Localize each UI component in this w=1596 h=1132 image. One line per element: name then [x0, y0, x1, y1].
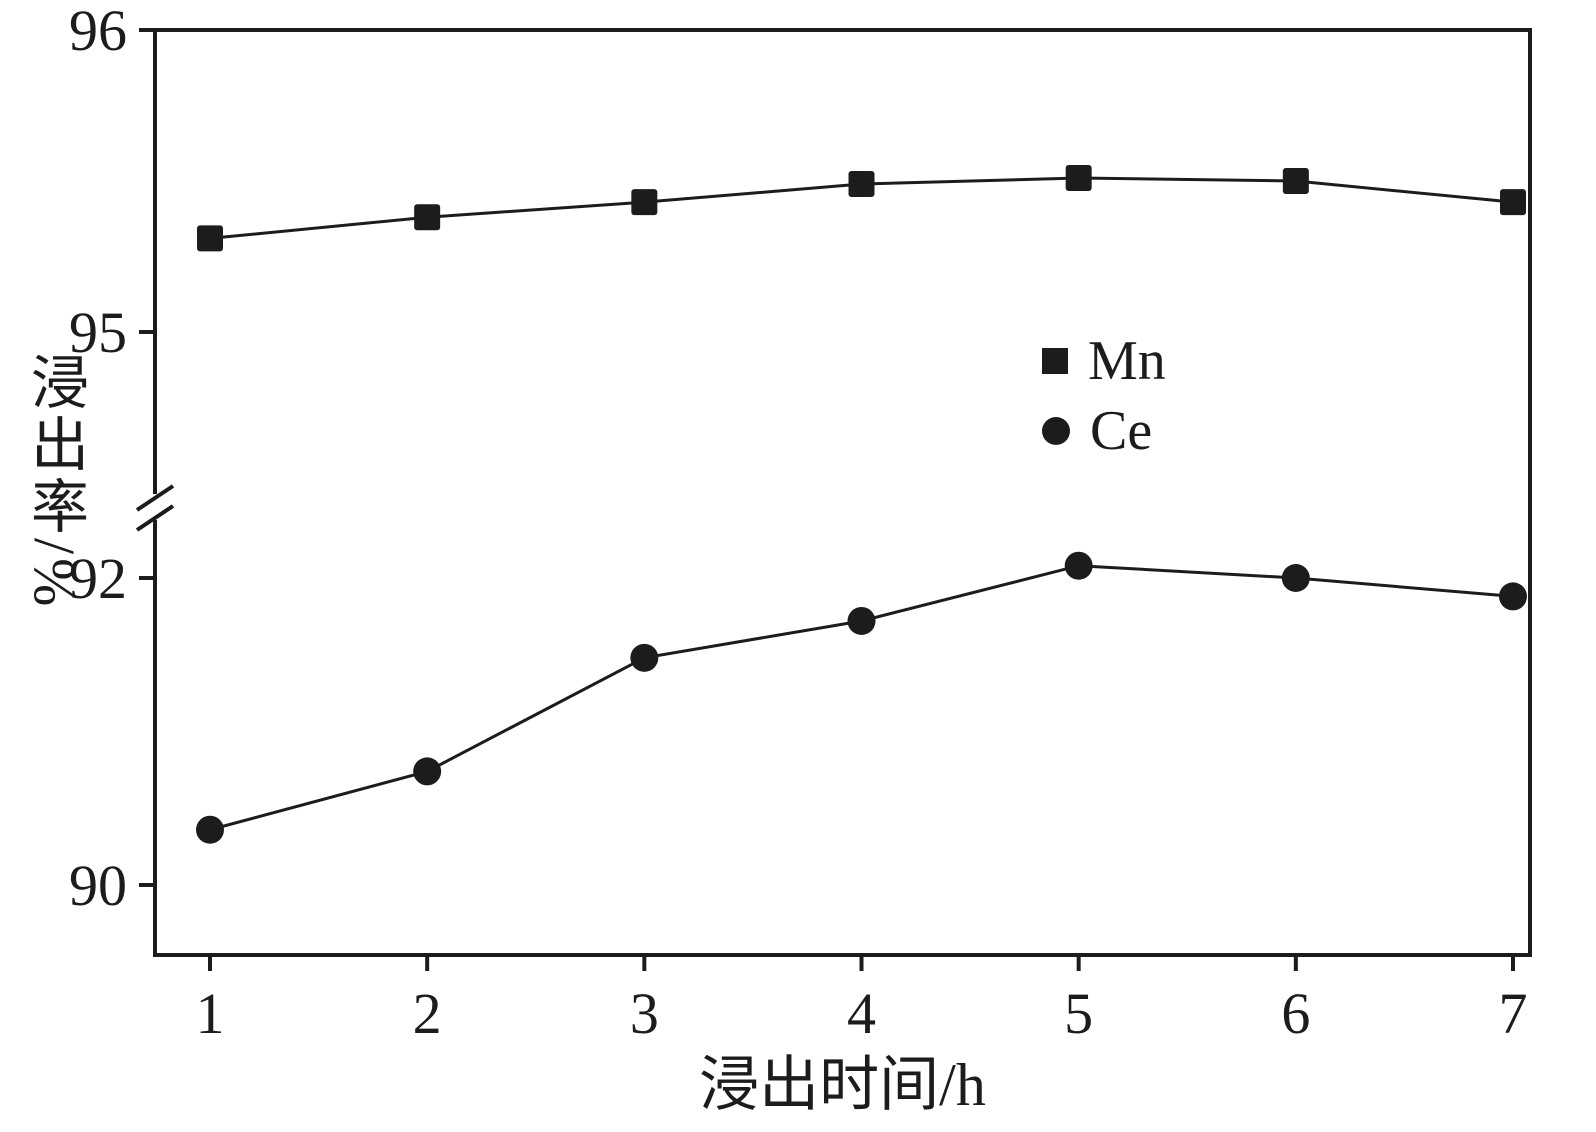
data-point-square	[1500, 189, 1526, 216]
data-point-square	[414, 204, 441, 231]
series-line-ce	[209, 564, 1514, 832]
data-point-circle	[1281, 564, 1310, 592]
data-point-circle	[196, 815, 224, 844]
data-point-circle	[1064, 551, 1093, 580]
y-tick-label: 96	[69, 0, 127, 63]
circle-marker-icon	[1042, 417, 1070, 445]
y-tick-label: 92	[69, 546, 127, 611]
data-point-circle	[847, 606, 876, 635]
axis-break-gap	[152, 494, 159, 520]
data-point-square	[1282, 168, 1309, 194]
x-tick-label: 4	[847, 981, 876, 1046]
y-axis-label: 浸出率/%	[22, 352, 87, 611]
data-point-circle	[1499, 582, 1527, 611]
x-tick-label: 3	[630, 981, 659, 1046]
data-point-square	[197, 225, 223, 252]
data-point-circle	[630, 643, 659, 672]
x-tick-label: 6	[1281, 981, 1310, 1046]
legend-label-mn: Mn	[1088, 330, 1166, 392]
y-tick-label: 95	[69, 300, 127, 365]
x-tick-label: 5	[1064, 981, 1093, 1046]
x-tick-label: 2	[413, 981, 442, 1046]
x-tick-label: 1	[196, 981, 225, 1046]
chart-legend: Mn Ce	[1042, 326, 1166, 466]
legend-label-ce: Ce	[1090, 400, 1153, 462]
legend-item-ce: Ce	[1042, 396, 1166, 466]
x-axis-label: 浸出时间/h	[699, 1052, 986, 1118]
axis-break-slash	[135, 484, 175, 512]
axis-break-slash	[135, 504, 175, 532]
data-point-circle	[413, 757, 442, 786]
axis-frame	[153, 28, 1532, 957]
data-point-square	[848, 171, 875, 198]
square-marker-icon	[1042, 348, 1068, 374]
legend-item-mn: Mn	[1042, 326, 1166, 396]
y-tick-label: 90	[69, 853, 127, 918]
data-point-square	[1065, 164, 1092, 191]
data-point-square	[631, 189, 658, 216]
x-tick-label: 7	[1499, 981, 1528, 1046]
